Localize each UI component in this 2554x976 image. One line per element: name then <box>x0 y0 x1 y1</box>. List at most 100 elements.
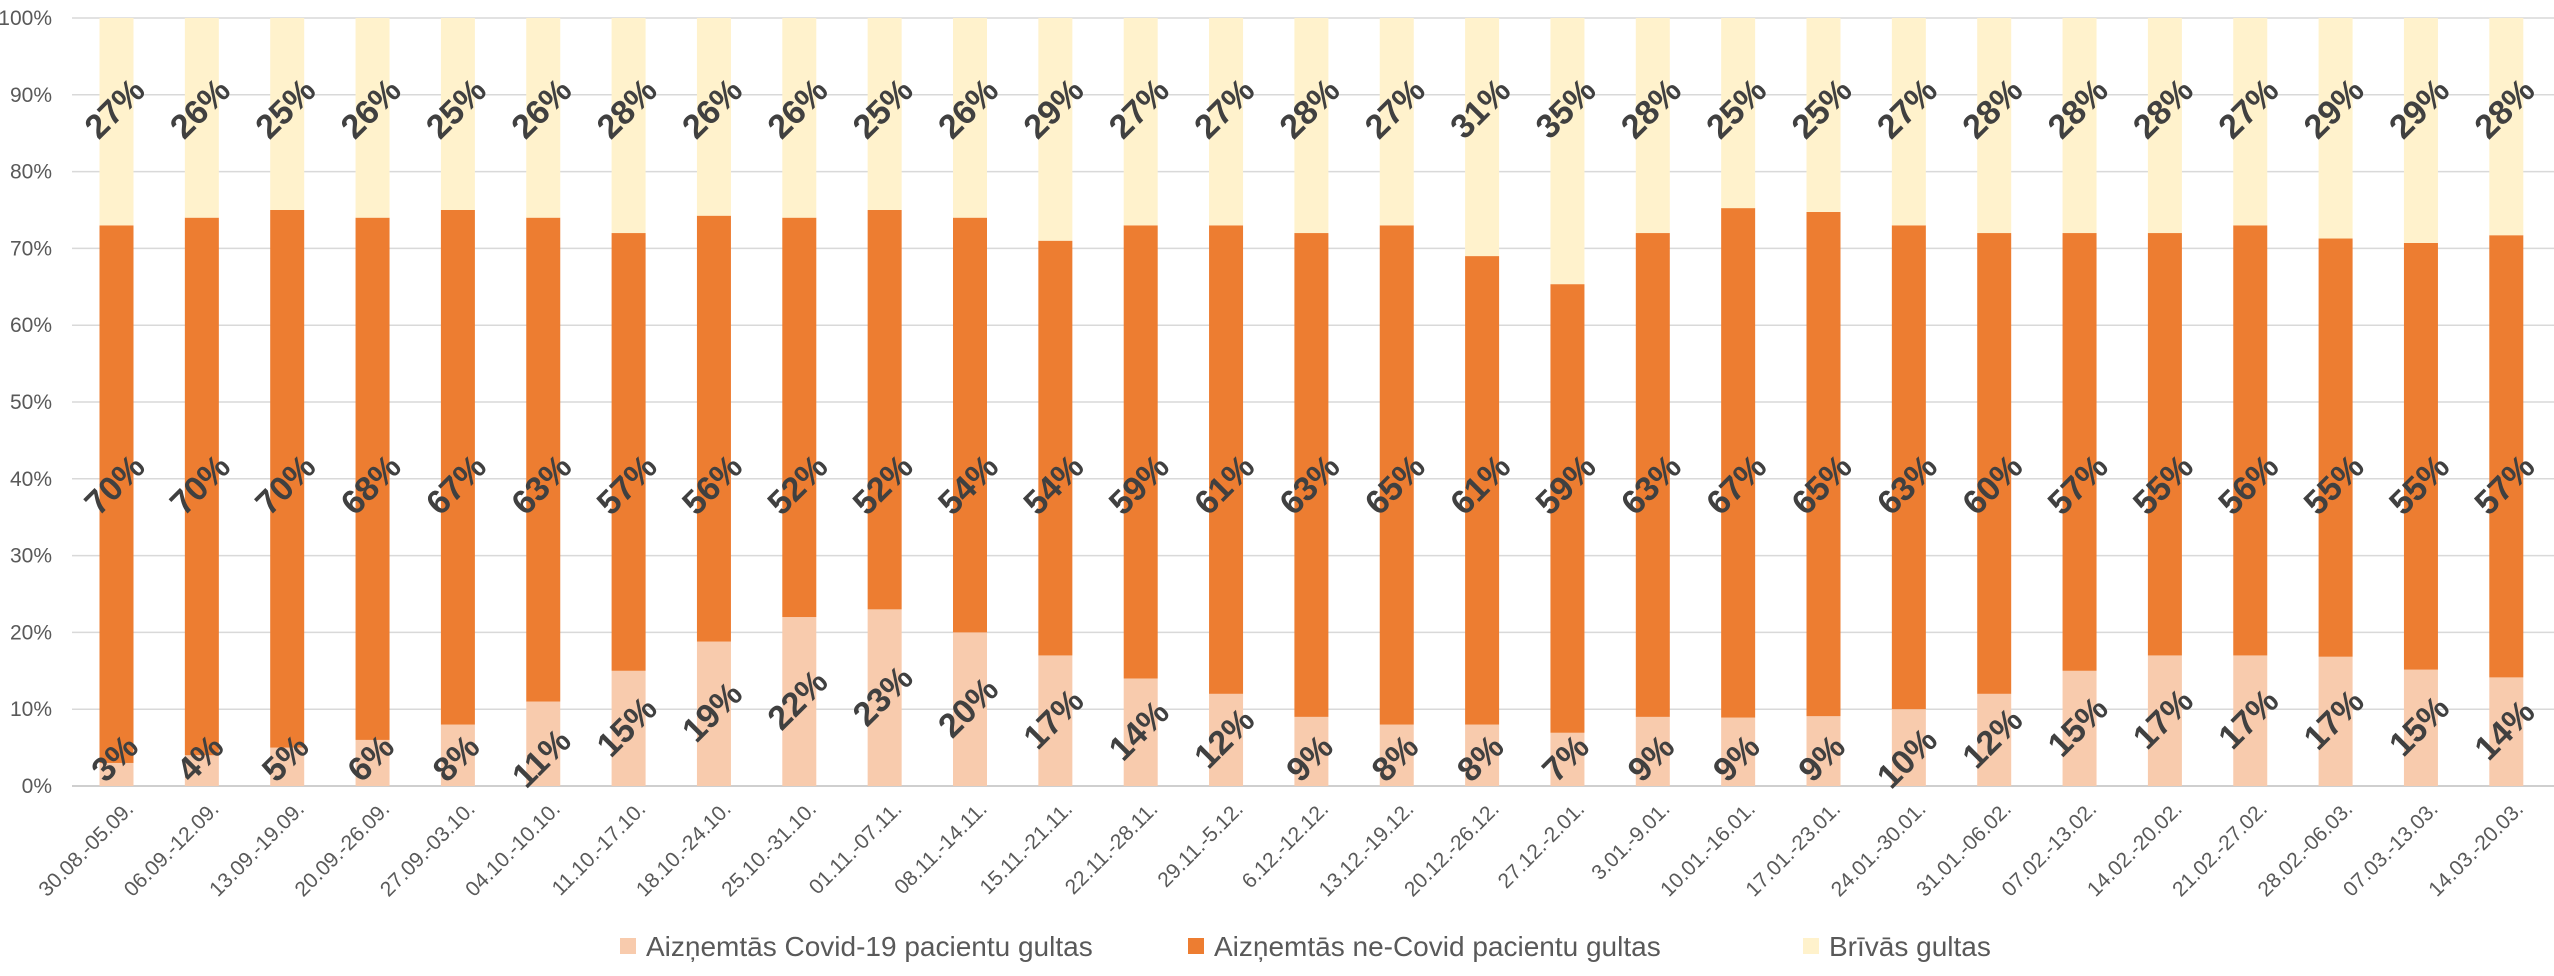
bar-segment <box>2233 655 2268 786</box>
bar-segment <box>867 18 902 210</box>
bar-segment <box>2062 233 2097 671</box>
bar-segment <box>1038 240 1073 656</box>
bar-segment <box>2489 18 2524 236</box>
bar-segment <box>1123 678 1158 786</box>
legend-label: Aizņemtās ne-Covid pacientu gultas <box>1214 931 1661 962</box>
bar-segment <box>99 18 134 226</box>
bar-segment <box>440 724 475 786</box>
bar-segment <box>440 210 475 725</box>
bar-segment <box>696 18 731 216</box>
bar-segment <box>2147 233 2182 656</box>
bar-segment <box>1806 716 1841 786</box>
y-tick-label: 0% <box>22 775 52 798</box>
bar-segment <box>696 215 731 642</box>
bar-segment <box>2233 18 2268 226</box>
bar-segment <box>2403 242 2438 670</box>
legend-label: Brīvās gultas <box>1829 931 1991 962</box>
bar-segment <box>1977 693 2012 786</box>
bar-segment <box>867 609 902 786</box>
bar-segment <box>1977 233 2012 694</box>
bar-segment <box>611 18 646 234</box>
bar-segment <box>1806 18 1841 212</box>
bar-segment <box>526 701 561 786</box>
bar-segment <box>270 18 305 210</box>
bar-segment <box>1465 18 1500 257</box>
legend: Aizņemtās Covid-19 pacientu gultas Aizņem… <box>620 931 1991 962</box>
y-axis-tick-labels: 0% 10% 20% 30% 40% 50% 60% 70% 80% 90% 100% <box>0 7 52 798</box>
bar-segment <box>526 217 561 702</box>
bar-segment <box>1550 18 1585 285</box>
bar-segment <box>2233 225 2268 656</box>
bar-segment <box>1294 233 1329 717</box>
bar-segment <box>1123 18 1158 226</box>
bar-segment <box>184 217 219 756</box>
bar-segment <box>355 739 390 786</box>
bar-segment <box>99 762 134 786</box>
bar-segment <box>1123 225 1158 679</box>
bar-segment <box>696 641 731 786</box>
y-tick-label: 30% <box>10 545 52 568</box>
bar-segment <box>1721 717 1756 786</box>
bar-segment <box>1891 18 1926 226</box>
y-tick-label: 10% <box>10 698 52 721</box>
bar-segment <box>953 18 987 218</box>
bar-segment <box>2062 670 2097 786</box>
bar-segment <box>611 670 646 786</box>
bar-segment <box>270 747 305 786</box>
bar-segment <box>782 617 817 786</box>
bar-segment <box>355 217 390 740</box>
bar-segment <box>782 18 817 218</box>
bar-segment <box>1891 225 1926 710</box>
bar-segment <box>2147 655 2182 786</box>
bar-segment <box>1038 18 1073 241</box>
bar-segment <box>2147 18 2182 234</box>
bar-segment <box>953 217 987 633</box>
bar-segment <box>2489 235 2524 678</box>
bar-segment <box>1465 256 1500 725</box>
bar-segment <box>1550 732 1585 786</box>
bar-stacks <box>99 18 2524 786</box>
legend-label: Aizņemtās Covid-19 pacientu gultas <box>646 931 1093 962</box>
bar-segment <box>1379 225 1414 725</box>
bar-segment <box>184 18 219 218</box>
y-tick-label: 60% <box>10 314 52 337</box>
bar-segment <box>184 755 219 786</box>
legend-swatch <box>1188 938 1204 954</box>
bar-segment <box>2318 656 2353 786</box>
bar-segment <box>1635 716 1670 786</box>
bar-segment <box>867 210 902 610</box>
bar-segment <box>1465 724 1500 786</box>
bar-segment <box>2489 677 2524 786</box>
bar-segment <box>611 233 646 671</box>
bar-segment <box>1806 211 1841 717</box>
bar-segment <box>1379 18 1414 226</box>
y-tick-label: 80% <box>10 161 52 184</box>
bar-segment <box>1721 18 1756 209</box>
bar-segment <box>1550 284 1585 733</box>
bar-segment <box>270 210 305 748</box>
bar-segment <box>1294 18 1329 234</box>
y-tick-label: 100% <box>0 7 52 30</box>
bar-segment <box>1379 724 1414 786</box>
bar-segment <box>782 217 817 618</box>
y-tick-label: 50% <box>10 391 52 414</box>
bar-segment <box>1038 655 1073 786</box>
y-tick-label: 40% <box>10 468 52 491</box>
bar-segment <box>526 18 561 218</box>
legend-swatch <box>1803 938 1819 954</box>
bar-segment <box>1209 18 1244 226</box>
bar-segment <box>2403 669 2438 786</box>
y-tick-label: 70% <box>10 237 52 260</box>
bar-segment <box>355 18 390 218</box>
bar-segment <box>1635 233 1670 717</box>
bar-segment <box>1294 716 1329 786</box>
bar-segment <box>1977 18 2012 234</box>
bar-segment <box>2403 18 2438 243</box>
bar-segment <box>99 225 134 763</box>
bar-segment <box>953 632 987 786</box>
bar-segment <box>1209 693 1244 786</box>
bar-segment <box>440 18 475 210</box>
bar-segment <box>1721 208 1756 718</box>
